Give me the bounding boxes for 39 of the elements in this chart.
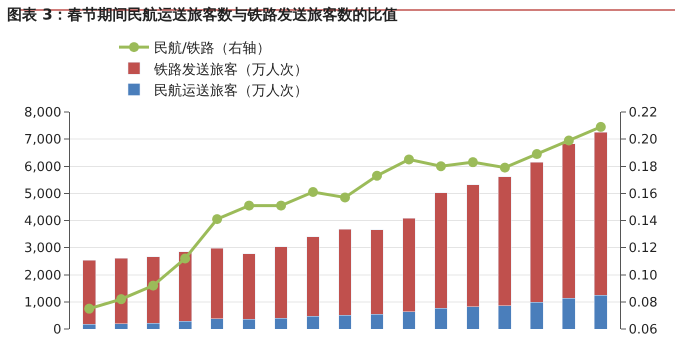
y2-tick-label: 0.22 [628, 106, 658, 121]
y2-tick-label: 0.12 [628, 241, 658, 256]
y2-tick-label: 0.08 [628, 295, 658, 310]
point [308, 187, 318, 198]
chart-title: 图表 3：春节期间民航运送旅客数与铁路发送旅客数的比值 [7, 5, 398, 24]
y2-tick-label: 0.18 [628, 160, 658, 175]
y2-tick-label: 0.20 [628, 132, 658, 148]
y2-tick-label: 0.10 [628, 268, 658, 284]
legend-label: 民航/铁路（右轴） [154, 40, 271, 57]
y-tick-label: 6,000 [24, 160, 62, 175]
point [500, 162, 510, 173]
point [468, 157, 478, 168]
point [180, 253, 190, 264]
y2-tick-label: 0.14 [628, 214, 658, 230]
y-tick-label: 8,000 [24, 106, 62, 121]
point [404, 154, 414, 164]
point [148, 280, 158, 291]
point [340, 192, 350, 202]
point [116, 294, 126, 304]
legend-label: 铁路发送旅客（万人次） [153, 62, 308, 78]
y-tick-label: 3,000 [24, 241, 62, 256]
y2-tick-label: 0.16 [628, 186, 658, 202]
legend-label: 民航运送旅客（万人次） [154, 82, 308, 99]
y-tick-label: 0 [53, 322, 62, 338]
point [596, 122, 606, 132]
y-tick-label: 7,000 [24, 132, 62, 148]
point [372, 170, 382, 181]
point [436, 161, 446, 172]
point [244, 200, 254, 211]
point [564, 135, 574, 146]
point [276, 200, 286, 211]
y-tick-label: 2,000 [24, 268, 62, 284]
y-tick-label: 1,000 [24, 295, 62, 310]
point [532, 149, 542, 160]
y2-tick-label: 0.06 [628, 322, 658, 338]
point [84, 304, 94, 314]
y-tick-label: 5,000 [24, 186, 62, 202]
point [212, 214, 222, 224]
y-tick-label: 4,000 [24, 214, 62, 230]
